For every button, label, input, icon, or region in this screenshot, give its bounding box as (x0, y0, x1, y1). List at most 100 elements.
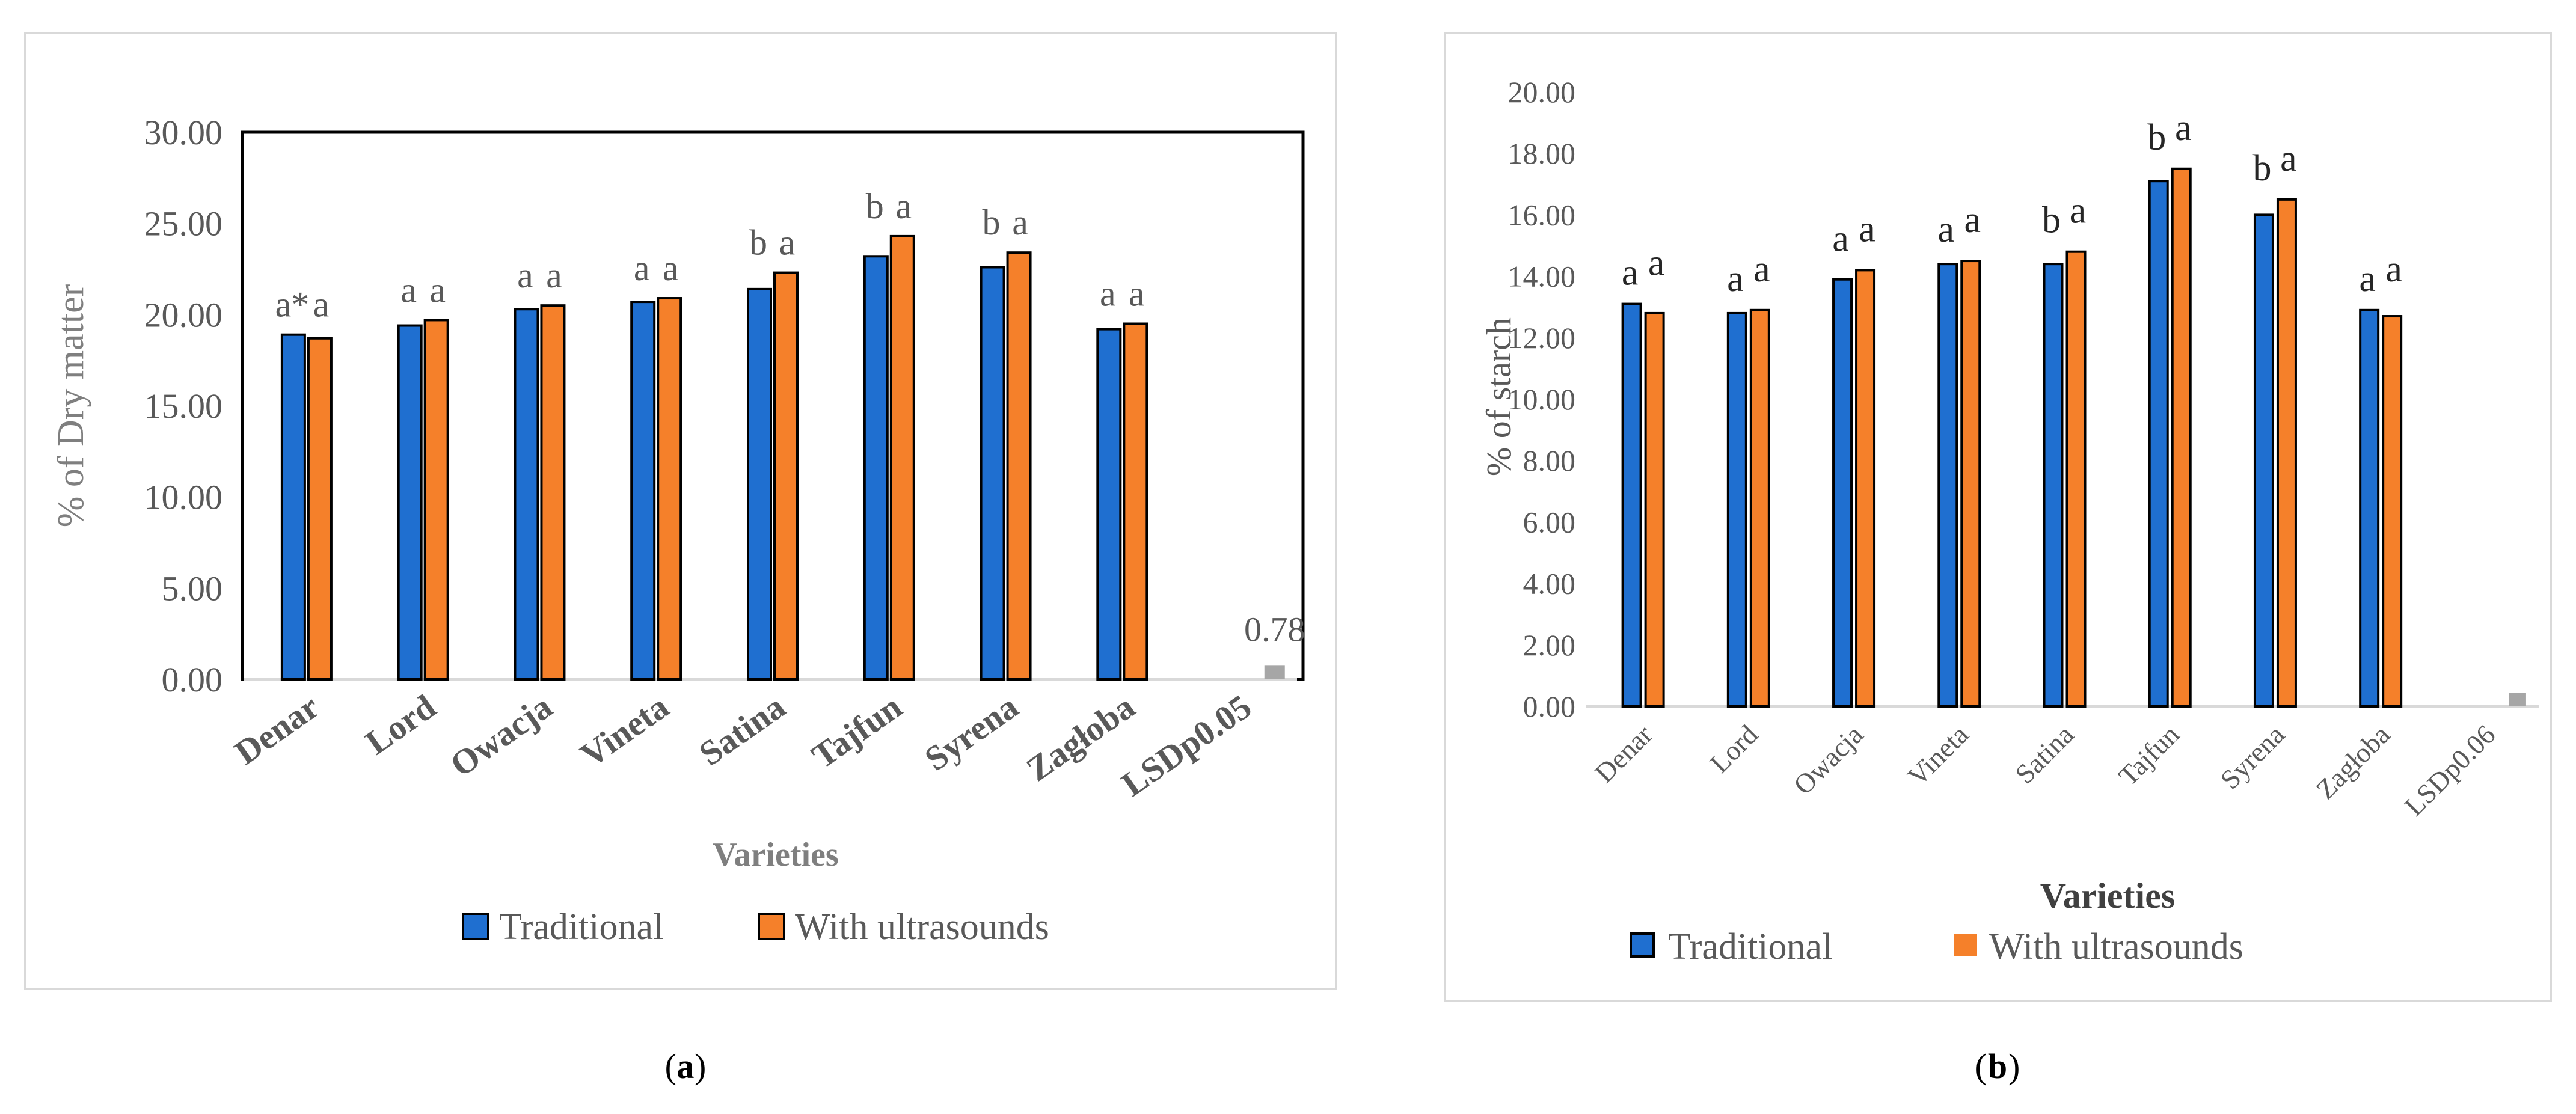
panel-a-sig-traditional-Lord: a (400, 270, 417, 310)
panel-b-bar-traditional-Denar (1621, 302, 1642, 708)
panel-a-sig-ultrasound-Vineta: a (663, 248, 679, 288)
panel-b-bar-traditional-Syrena (2253, 213, 2274, 708)
panel-b-legend: Traditional With ultrasounds (1630, 926, 2243, 967)
panel-a-y-tick-4: 20.00 (144, 295, 223, 334)
panel-a-legend: Traditional With ultrasounds (462, 907, 1049, 947)
legend-b-swatch-traditional (1630, 932, 1655, 958)
panel-b-bar-traditional-Lord (1726, 311, 1747, 708)
panel-b-y-tick-4: 8.00 (1523, 444, 1576, 477)
panel-a-bar-traditional-Owacja (514, 308, 539, 681)
legend-b-label-ultrasound: With ultrasounds (1989, 926, 2243, 967)
legend-b-swatch-ultrasound (1954, 934, 1977, 956)
panel-b-sig-ultrasound-Vineta: a (1964, 200, 1981, 240)
panel-b-bar-ultrasound-Owacja (1855, 269, 1876, 708)
panel-b-bar-ultrasound-Denar (1644, 311, 1665, 708)
panel-a-sig-traditional-Denar: a* (275, 285, 310, 325)
panel-b-sig-ultrasound-Syrena: a (2280, 138, 2297, 179)
panel-a-bar-ultrasound-Vineta (657, 297, 682, 681)
panel-b-sig-traditional-Satina: b (2042, 200, 2061, 241)
legend-b-label-traditional: Traditional (1668, 926, 1832, 967)
panel-b-sig-traditional-Tajfun: b (2147, 117, 2166, 158)
panel-b-bar-traditional-Zagłoba (2359, 308, 2380, 708)
panel-b-sig-ultrasound-Owacja: a (1859, 209, 1875, 249)
panel-b-y-tick-0: 0.00 (1523, 690, 1576, 723)
panel-a-bar-traditional-Zagłoba (1096, 328, 1122, 681)
svg-text:): ) (2008, 1047, 2020, 1086)
panel-a-bar-ultrasound-Lord (423, 319, 449, 681)
panel-b-y-tick-2: 4.00 (1523, 567, 1576, 601)
panel-a-sig-traditional-Syrena: b (983, 203, 1001, 242)
panel-b-bar-traditional-Satina (2043, 263, 2064, 708)
panel-a-sig-traditional-Owacja: a (517, 256, 533, 295)
panel-b-y-tick-6: 12.00 (1508, 321, 1576, 355)
panel-a-sig-traditional-Satina: b (749, 223, 767, 263)
panel-a-bar-traditional-Vineta (630, 301, 656, 681)
panel-b-bar-ultrasound-Lord (1749, 308, 1770, 708)
panel-b-sig-ultrasound-Denar: a (1648, 243, 1665, 284)
panel-b-x-axis-title: Varieties (2040, 876, 2175, 916)
panel-b-bar-ultrasound-Tajfun (2171, 167, 2192, 708)
panel-b-y-tick-7: 14.00 (1508, 260, 1576, 293)
panel-a-sig-ultrasound-Satina: a (779, 223, 796, 263)
panel-b-y-tick-8: 16.00 (1508, 198, 1576, 231)
panel-b-y-tick-1: 2.00 (1523, 628, 1576, 662)
panel-b-y-tick-9: 18.00 (1508, 136, 1576, 170)
legend-a-label-ultrasound: With ultrasounds (795, 907, 1049, 947)
panel-a-sig-ultrasound-Syrena: a (1012, 203, 1028, 242)
panel-b-y-axis-title: % of starch (1479, 317, 1518, 476)
panel-a-lsd-label: 0.78 (1244, 610, 1305, 649)
panel-a-bar-traditional-Satina (747, 287, 772, 681)
panel-b-y-tick-5: 10.00 (1508, 382, 1576, 416)
panel-b-sig-traditional-Lord: a (1727, 259, 1744, 299)
panel-label-a: ( a ) (665, 1047, 707, 1086)
panel-b-sig-ultrasound-Satina: a (2070, 191, 2087, 231)
panel-b-bar-traditional-Tajfun (2148, 180, 2169, 708)
panel-a-sig-ultrasound-Tajfun: a (895, 186, 912, 226)
panel-a-bar-traditional-Syrena (980, 266, 1005, 681)
panel-a-bar-ultrasound-Syrena (1006, 251, 1032, 681)
panel-a-sig-traditional-Vineta: a (634, 248, 650, 288)
panel-a-y-tick-3: 15.00 (144, 387, 223, 426)
legend-a-swatch-traditional (462, 913, 489, 940)
panel-label-a-letter: a (677, 1047, 695, 1086)
panel-a-sig-ultrasound-Owacja: a (546, 256, 562, 295)
panel-a-y-tick-0: 0.00 (162, 660, 223, 699)
svg-text:(: ( (1975, 1047, 1987, 1086)
legend-a-swatch-ultrasound (758, 913, 785, 940)
panel-b-bar-ultrasound-Zagłoba (2382, 315, 2403, 708)
panel-a-y-tick-6: 30.00 (144, 113, 223, 152)
panel-b-sig-traditional-Zagłoba: a (2359, 259, 2376, 299)
panel-a-bar-lsd (1264, 665, 1285, 679)
panel-a-bar-ultrasound-Denar (307, 337, 333, 681)
panel-a-bar-traditional-Tajfun (863, 255, 889, 681)
panel-label-b-letter: b (1988, 1047, 2007, 1086)
panel-a-bar-ultrasound-Satina (773, 271, 799, 681)
panel-b-bar-ultrasound-Vineta (1960, 260, 1981, 708)
panel-a-sig-traditional-Tajfun: b (866, 186, 884, 226)
panel-a-bar-traditional-Denar (280, 333, 306, 681)
panel-a-bar-traditional-Lord (397, 324, 423, 681)
panel-a-sig-ultrasound-Denar: a (313, 285, 330, 325)
panel-b-sig-traditional-Owacja: a (1832, 218, 1849, 259)
panel-b-y-tick-10: 20.00 (1508, 75, 1576, 109)
panel-b-sig-traditional-Vineta: a (1938, 209, 1955, 250)
panel-b-bar-lsd (2509, 693, 2526, 706)
panel-b-sig-ultrasound-Tajfun: a (2175, 108, 2192, 148)
panel-b-bar-ultrasound-Satina (2065, 250, 2087, 708)
panel-a-x-axis-title: Varieties (713, 836, 838, 874)
panel-b-sig-traditional-Syrena: b (2252, 148, 2271, 189)
panel-b-y-tick-3: 6.00 (1523, 505, 1576, 539)
panel-a-y-axis-title: % of Dry matter (51, 284, 91, 527)
panel-a-bar-ultrasound-Zagłoba (1123, 322, 1148, 681)
panel-a-y-tick-2: 10.00 (144, 478, 223, 517)
panel-b-bar-ultrasound-Syrena (2276, 198, 2297, 708)
panel-a-bar-ultrasound-Tajfun (889, 234, 915, 681)
panel-a-sig-traditional-Zagłoba: a (1100, 274, 1116, 314)
panel-a-y-tick-5: 25.00 (144, 204, 223, 243)
legend-a-label-traditional: Traditional (499, 907, 663, 947)
panel-label-b: ( b ) (1975, 1047, 2020, 1086)
panel-a-sig-ultrasound-Lord: a (429, 270, 446, 310)
panel-b-sig-ultrasound-Lord: a (1753, 249, 1770, 290)
panel-b-sig-traditional-Denar: a (1622, 252, 1639, 293)
svg-text:): ) (695, 1047, 706, 1086)
